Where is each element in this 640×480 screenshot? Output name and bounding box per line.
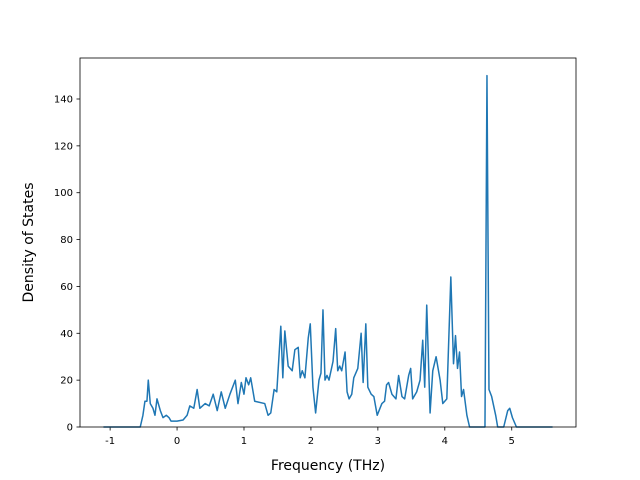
y-axis-label: Density of States bbox=[21, 183, 37, 303]
y-tick-label: 60 bbox=[60, 282, 73, 293]
x-tick-label: -1 bbox=[105, 436, 115, 447]
y-tick-label: 20 bbox=[60, 376, 73, 387]
x-tick-label: 0 bbox=[174, 436, 180, 447]
y-tick-label: 100 bbox=[54, 188, 73, 199]
x-tick-label: 5 bbox=[509, 436, 515, 447]
y-tick-label: 120 bbox=[54, 141, 73, 152]
y-tick-label: 140 bbox=[54, 95, 73, 106]
plot-frame bbox=[79, 57, 577, 428]
x-tick-label: 3 bbox=[375, 436, 381, 447]
y-tick-label: 40 bbox=[60, 329, 73, 340]
y-tick-label: 0 bbox=[67, 423, 73, 434]
y-tick-label: 80 bbox=[60, 235, 73, 246]
x-tick-label: 4 bbox=[442, 436, 448, 447]
x-axis-label: Frequency (THz) bbox=[271, 458, 385, 474]
density-line bbox=[103, 74, 553, 428]
x-tick-label: 2 bbox=[308, 436, 314, 447]
x-tick-label: 1 bbox=[241, 436, 247, 447]
